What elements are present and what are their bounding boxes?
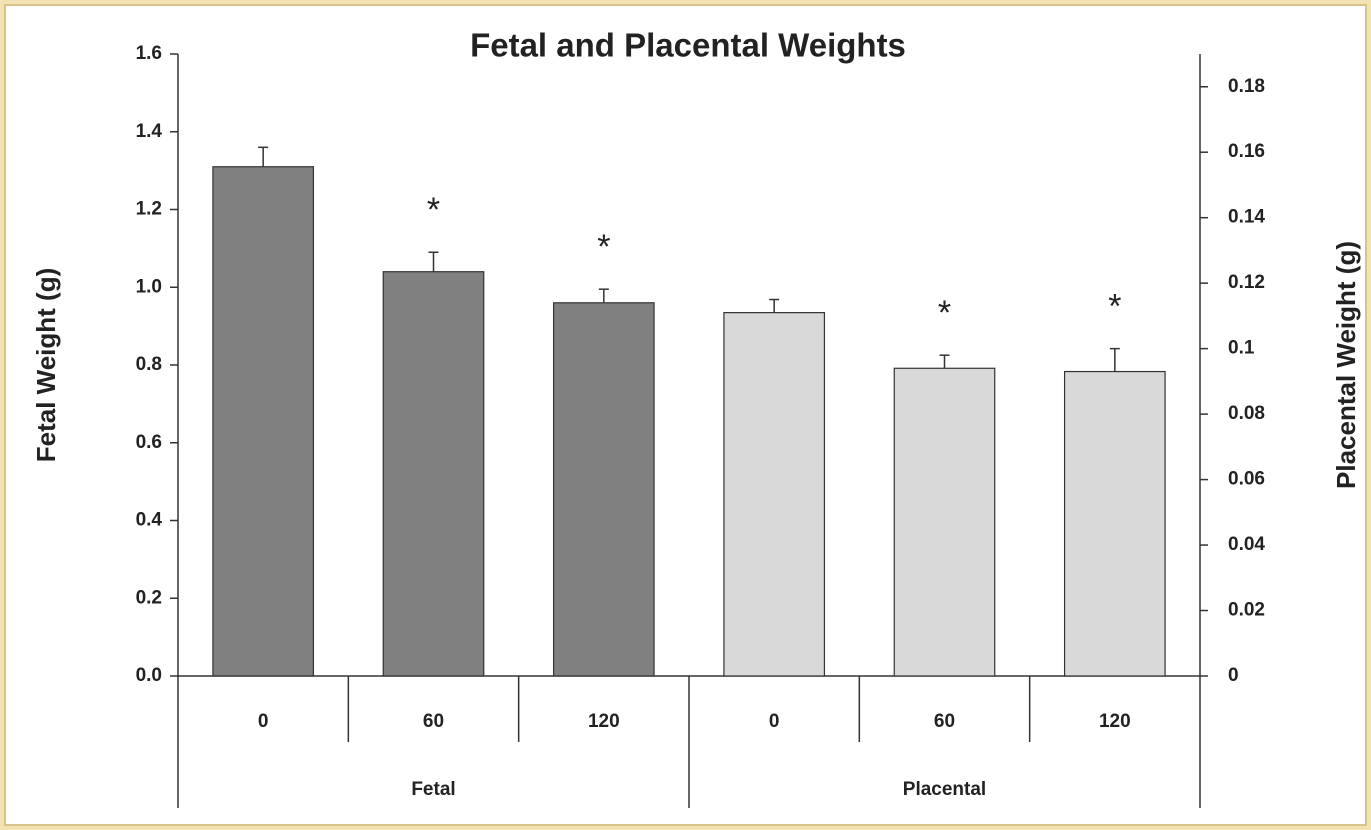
y2-tick-label: 0.12 [1228, 272, 1265, 293]
group-label: Fetal [411, 779, 455, 800]
y2-tick-label: 0.14 [1228, 207, 1265, 228]
y2-tick-label: 0.16 [1228, 141, 1265, 162]
y2-tick-label: 0.02 [1228, 600, 1265, 621]
significance-marker: * [427, 191, 440, 229]
significance-marker: * [938, 294, 951, 332]
bar [212, 166, 315, 677]
bar [893, 367, 996, 677]
y-tick-label: 0.4 [136, 510, 163, 531]
y-tick-label: 0.8 [136, 354, 162, 375]
group-label: Placental [903, 779, 986, 800]
bar [552, 302, 655, 677]
y2-tick-label: 0.1 [1228, 338, 1255, 359]
x-tick-label: 120 [588, 711, 620, 732]
y-tick-label: 1.6 [136, 43, 162, 64]
y-tick-label: 0.2 [136, 587, 162, 608]
x-tick-label: 0 [258, 711, 269, 732]
y2-tick-label: 0 [1228, 665, 1239, 686]
bar [382, 271, 485, 677]
chart-title: Fetal and Placental Weights [470, 27, 906, 64]
y2-axis-title: Placental Weight (g) [1331, 241, 1361, 489]
y2-tick-label: 0.08 [1228, 403, 1265, 424]
x-tick-label: 0 [769, 711, 780, 732]
bar [723, 312, 826, 677]
y-tick-label: 1.2 [136, 199, 162, 220]
y-axis-title: Fetal Weight (g) [31, 268, 61, 463]
y-tick-label: 1.4 [136, 121, 163, 142]
y2-tick-label: 0.18 [1228, 76, 1265, 97]
x-tick-label: 120 [1099, 711, 1131, 732]
y2-tick-label: 0.04 [1228, 534, 1265, 555]
y-tick-label: 1.0 [136, 276, 162, 297]
y-tick-label: 0.6 [136, 432, 162, 453]
significance-marker: * [597, 228, 610, 266]
significance-marker: * [1108, 288, 1121, 326]
x-tick-label: 60 [423, 711, 444, 732]
x-tick-label: 60 [934, 711, 955, 732]
y2-tick-label: 0.06 [1228, 469, 1265, 490]
bar [1063, 370, 1166, 677]
y-tick-label: 0.0 [136, 665, 162, 686]
